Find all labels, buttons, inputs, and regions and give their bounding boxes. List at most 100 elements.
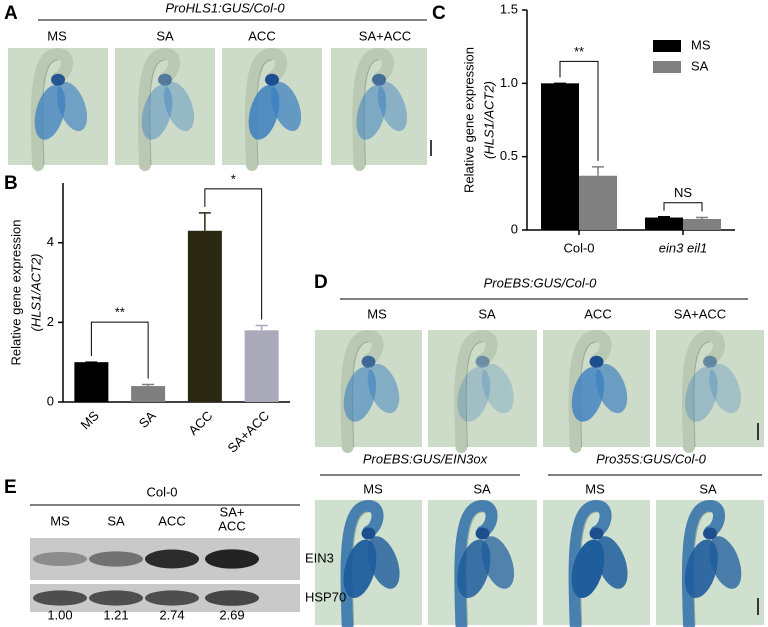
bar	[683, 219, 721, 230]
apex-stain	[475, 527, 490, 540]
error-bar	[658, 216, 670, 218]
hypocotyl-edge	[693, 511, 711, 626]
hypocotyl-edge	[465, 341, 483, 448]
lane-label: SA	[107, 513, 125, 528]
cotyledon	[709, 363, 741, 414]
x-tick-label: ein3 eil1	[659, 240, 707, 255]
x-tick-label: SA+ACC	[225, 408, 273, 456]
cotyledon	[708, 536, 742, 589]
y-tick-label: 0.5	[500, 148, 518, 163]
legend-label: MS	[691, 37, 711, 52]
error-bar	[255, 324, 268, 331]
hypocotyl-edge	[256, 59, 273, 166]
panel-title: ProEBS:GUS/Col-0	[484, 275, 597, 290]
blot-band	[205, 549, 259, 569]
group-title: ProEBS:GUS/EIN3ox	[363, 451, 488, 466]
legend-label: SA	[691, 58, 709, 73]
y-tick-label: 2	[47, 314, 54, 329]
significance-label: *	[231, 171, 236, 186]
condition-label: MS	[47, 28, 67, 43]
panel-letter: C	[432, 3, 446, 24]
cotyledon	[367, 536, 400, 589]
hypocotyl-edge	[351, 511, 369, 626]
blot-band	[89, 551, 143, 567]
condition-label: SA+ACC	[674, 306, 726, 321]
cotyledon	[481, 536, 515, 589]
hypocotyl-edge	[42, 59, 59, 166]
blot-band	[89, 590, 143, 606]
bar	[244, 330, 279, 402]
hypocotyl-edge	[465, 511, 483, 626]
photo-background	[656, 330, 764, 447]
y-axis-label: Relative gene expression	[8, 220, 23, 366]
legend-swatch	[653, 40, 681, 52]
y-axis-label: (HLS1/ACT2)	[481, 81, 496, 159]
seedling-photo	[315, 329, 422, 453]
cotyledon	[367, 363, 400, 414]
y-tick-label: 1.5	[500, 1, 518, 16]
hypocotyl-edge	[579, 341, 597, 448]
bar	[131, 386, 166, 402]
seedling-photo	[428, 499, 537, 627]
hypocotyl	[137, 47, 180, 171]
bar	[645, 217, 683, 230]
legend-swatch	[653, 61, 681, 73]
apex-stain	[589, 355, 604, 368]
quantification-value: 2.69	[219, 607, 244, 622]
blot-band	[33, 590, 87, 606]
apex-stain	[703, 355, 717, 368]
cotyledon	[595, 536, 628, 589]
cotyledon	[56, 81, 88, 132]
seedling-photo	[315, 499, 422, 627]
quantification-value: 2.74	[159, 607, 184, 622]
band-label: EIN3	[305, 550, 334, 565]
lane-label: ACC	[218, 518, 245, 533]
x-tick-label: SA	[136, 408, 159, 431]
x-tick-label: ACC	[185, 408, 215, 438]
bar	[74, 362, 109, 402]
condition-label: MS	[367, 306, 387, 321]
condition-label: MS	[585, 481, 605, 496]
seedling-photo	[543, 329, 650, 453]
group-title: Pro35S:GUS/Col-0	[596, 451, 707, 466]
blot-band	[33, 552, 87, 566]
hypocotyl-edge	[693, 341, 711, 448]
y-tick-label: 0	[511, 221, 518, 236]
seedling-photo	[543, 499, 650, 627]
apex-stain	[589, 527, 604, 540]
photo-background	[428, 330, 537, 447]
panel-letter: E	[4, 477, 17, 498]
apex-stain	[361, 355, 376, 368]
blot-band	[205, 590, 259, 606]
panel-title: ProHLS1:GUS/Col-0	[165, 0, 285, 15]
significance-bracket	[204, 188, 263, 320]
panel-letter: A	[4, 3, 18, 24]
hypocotyl-edge	[351, 341, 369, 448]
significance-bracket	[90, 321, 149, 379]
significance-bracket	[663, 202, 703, 212]
panel-title: Col-0	[146, 484, 177, 499]
x-tick-label: MS	[78, 408, 103, 433]
bar	[187, 230, 222, 402]
apex-stain	[265, 73, 279, 86]
condition-label: SA+ACC	[359, 28, 411, 43]
significance-bracket	[559, 60, 599, 161]
apex-stain	[51, 73, 65, 86]
significance-label: **	[115, 305, 125, 320]
condition-label: ACC	[584, 306, 611, 321]
error-bar	[696, 216, 708, 219]
condition-label: SA	[478, 306, 496, 321]
hypocotyl-edge	[149, 59, 166, 166]
condition-label: ACC	[248, 28, 275, 43]
error-bar	[142, 383, 155, 387]
panel-letter: B	[4, 173, 18, 194]
cotyledon	[685, 366, 718, 422]
y-axis-label: (HLS1/ACT2)	[28, 253, 43, 331]
x-tick-label: Col-0	[563, 240, 594, 255]
cotyledon	[377, 81, 408, 132]
cotyledon	[141, 84, 173, 140]
lane-label: MS	[50, 513, 70, 528]
condition-label: SA	[473, 481, 491, 496]
